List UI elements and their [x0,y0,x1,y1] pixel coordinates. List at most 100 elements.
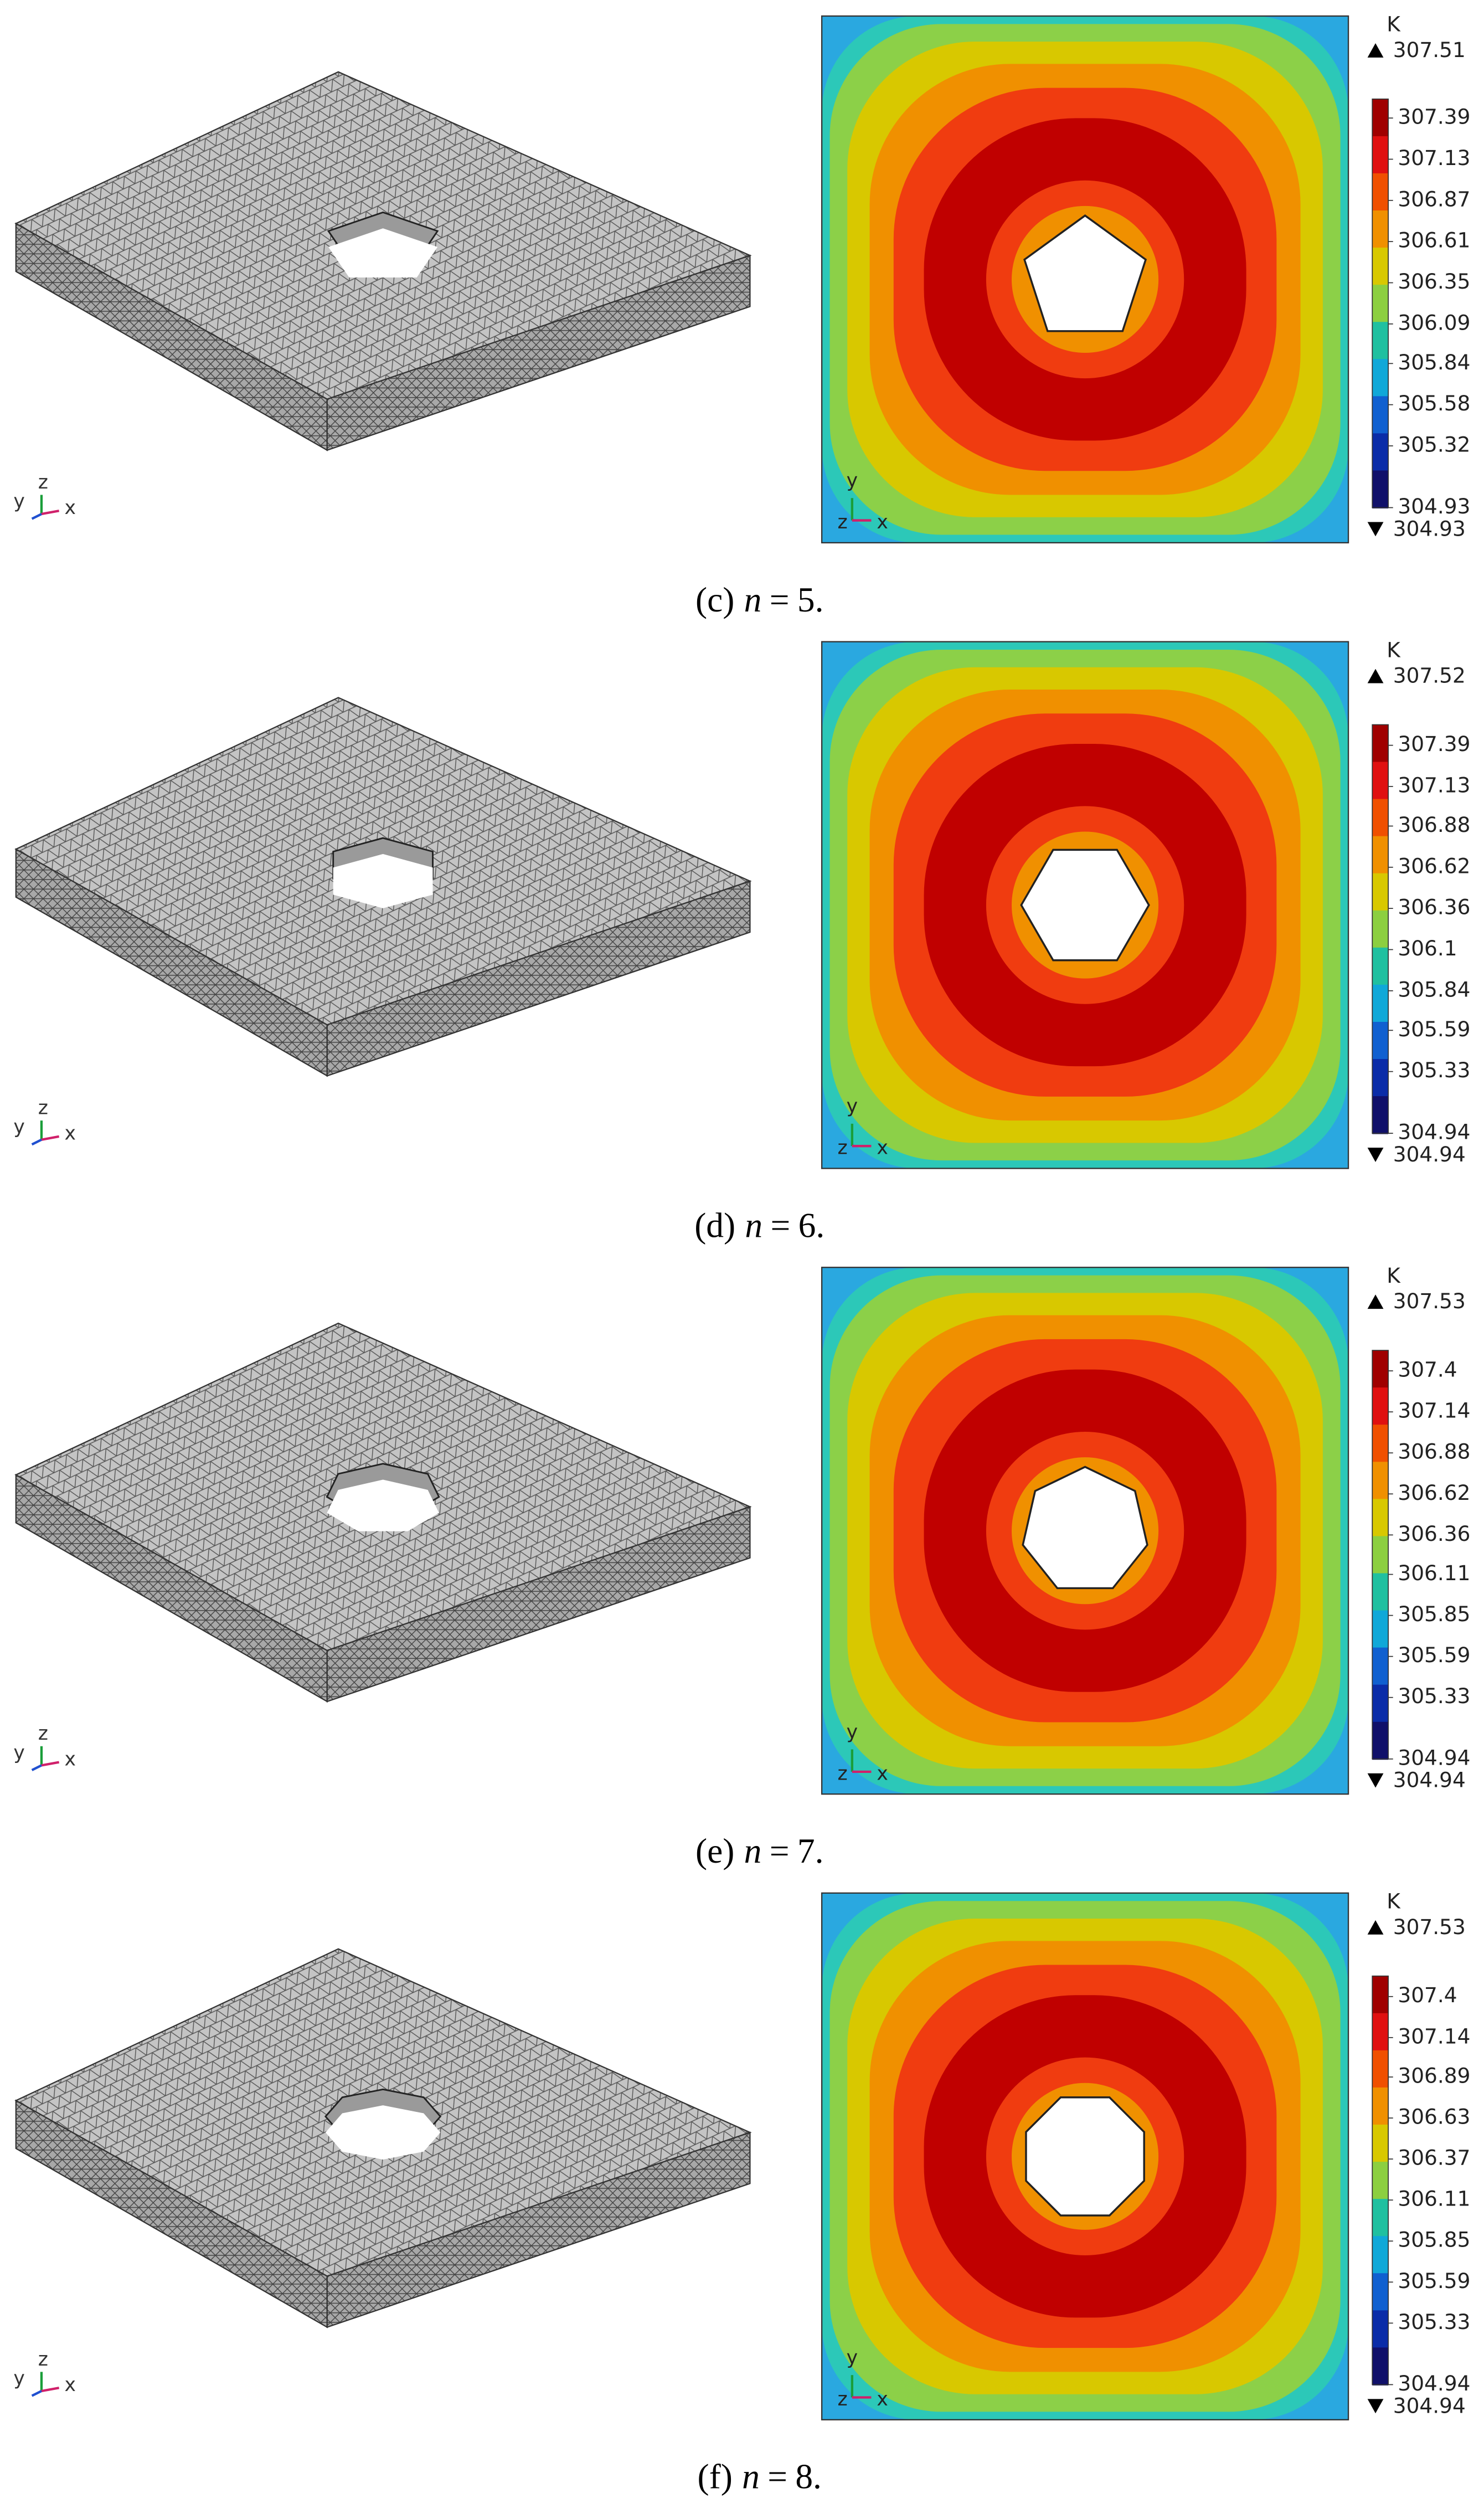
colorbar-tick-label: 306.88 [1398,813,1470,837]
colorbar-band [1372,433,1389,471]
colorbar-tick-label: 304.94 [1398,1120,1470,1144]
axis-label: y [847,470,858,492]
axis-arrow [31,513,42,520]
colorbar-band [1372,2162,1389,2200]
colorbar-tick-label: 304.94 [1398,2371,1470,2395]
plot-frame [821,15,1349,544]
colorbar-frame [1372,1350,1389,1760]
colorbar-band [1372,910,1389,949]
colorbar-band [1372,1647,1389,1686]
hole-opening [327,1479,439,1531]
colorbar-min: 304.94 [1393,2393,1466,2418]
colorbar-tick-label: 306.87 [1398,187,1470,211]
colorbar-band [1372,210,1389,249]
colorbar-tick-label: 304.94 [1398,1745,1470,1770]
colorbar-band [1372,984,1389,1023]
axis-arrow [31,1138,42,1146]
colorbar-band [1372,2087,1389,2126]
colorbar-unit: K [1387,1263,1401,1288]
caption-period: . [816,1206,825,1245]
hole [1025,2096,1145,2217]
caption-value: 7 [797,1832,815,1870]
colorbar-tick-label: 306.36 [1398,895,1470,919]
caption-sign: = [770,1832,790,1870]
colorbar-unit: K [1387,638,1401,662]
max-marker [1367,669,1384,683]
colorbar-band [1372,873,1389,912]
colorbar-band [1372,2199,1389,2237]
min-marker [1367,1148,1384,1163]
axis-label: x [877,2388,888,2410]
axis-arrow [41,1761,60,1767]
colorbar-band [1372,1499,1389,1537]
colorbar-tick-label: 306.1 [1398,936,1457,960]
caption-sign: = [770,580,790,619]
colorbar-max: 307.51 [1393,38,1466,62]
hole-opening [333,854,433,908]
axis-label: x [65,2374,76,2396]
colorbar-tick-label: 306.89 [1398,2064,1470,2088]
colorbar-tick-label: 307.4 [1398,1983,1457,2007]
colorbar-max: 307.53 [1393,1289,1466,1313]
colorbar-band [1372,285,1389,323]
colorbar-tick-label: 306.11 [1398,2187,1470,2211]
colorbar-frame [1372,1975,1389,2386]
axis-label: x [877,1762,888,1785]
axis-arrow [31,2390,42,2397]
colorbar-tick-label: 304.93 [1398,494,1470,518]
colorbar-tick-label: 306.62 [1398,854,1470,878]
colorbar-tick-label: 305.85 [1398,1602,1470,1626]
contour-plot: yz x 307.39 307.13 306.87 306.61 306.35 306.09 3… [821,12,1470,544]
colorbar-tick-label: 307.13 [1398,146,1470,170]
axis-label: z [837,2388,847,2410]
caption-variable: n [745,1206,762,1245]
colorbar-band [1372,396,1389,434]
axis-label: x [65,1748,76,1770]
caption-label: (d) [694,1206,735,1245]
axis-label: y [13,2367,24,2389]
caption-period: . [815,1832,824,1870]
axis-label: z [837,1137,847,1159]
hole [1020,849,1150,962]
colorbar-band [1372,947,1389,986]
caption-variable: n [744,1832,762,1870]
caption-value: 5 [797,580,815,619]
axis-label: x [65,497,76,519]
colorbar-band [1372,1425,1389,1463]
mesh-view: yzx [13,71,752,520]
colorbar-tick-label: 306.37 [1398,2146,1470,2170]
axis-label: x [65,1123,76,1145]
caption-sign: = [771,1206,791,1245]
colorbar-tick-label: 306.63 [1398,2105,1470,2129]
colorbar-tick-label: 307.39 [1398,732,1470,756]
colorbar-unit: K [1387,1889,1401,1914]
caption: (c) n = 5. [695,580,823,619]
colorbar-band [1372,2124,1389,2163]
hole-opening [325,2105,441,2160]
colorbar-tick-label: 307.14 [1398,2024,1470,2048]
axis-label: z [837,1762,847,1785]
axis-label: y [847,2347,858,2369]
mesh-view: yzx [13,1322,752,1771]
contour-plot: yz x 307.4 307.14 306.88 306.62 306.36 306.11 30… [821,1263,1470,1795]
axis-label: y [13,1742,24,1764]
colorbar-tick-label: 306.09 [1398,310,1470,335]
colorbar-tick-label: 306.11 [1398,1561,1470,1585]
colorbar-tick-label: 305.59 [1398,1643,1470,1667]
axis-label: y [13,491,24,513]
caption-label: (c) [695,580,734,619]
axis-label: y [13,1116,24,1138]
colorbar-band [1372,1573,1389,1611]
plot-frame [821,641,1349,1169]
colorbar-tick-label: 305.32 [1398,433,1470,457]
axis-label: z [38,471,48,493]
colorbar-tick-label: 305.84 [1398,977,1470,1001]
colorbar-tick-label: 307.14 [1398,1399,1470,1423]
colorbar-min: 304.94 [1393,1142,1466,1166]
caption: (d) n = 6. [694,1206,825,1245]
colorbar-band [1372,799,1389,837]
